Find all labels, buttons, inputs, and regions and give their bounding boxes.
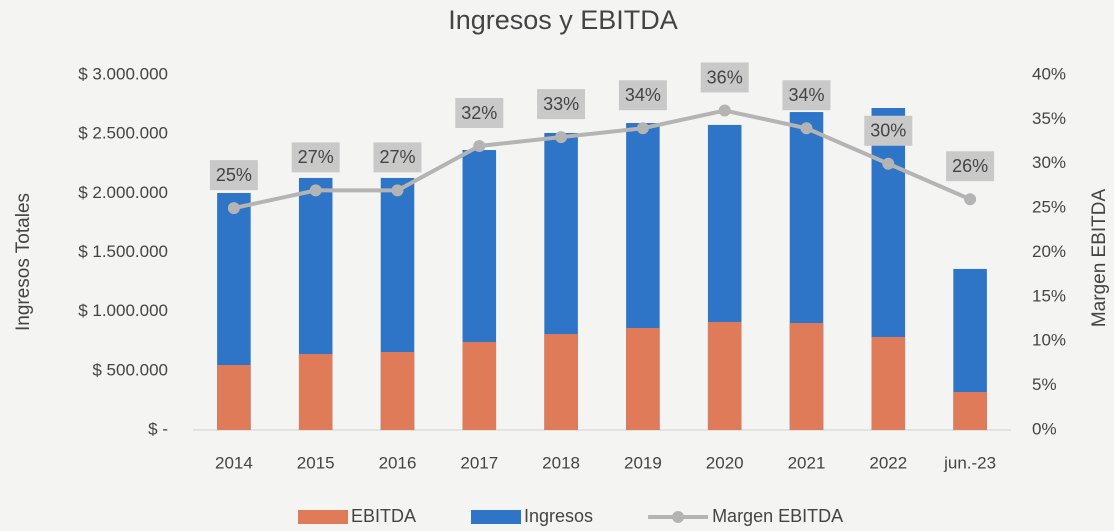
y2-axis-title: Margen EBITDA: [1089, 189, 1110, 328]
value-label-box: [782, 80, 831, 111]
x-tick-label: jun.-23: [943, 453, 996, 472]
y2-tick-label: 10%: [1032, 331, 1066, 350]
y-tick-label: $ 1.000.000: [78, 301, 168, 320]
value-label: 27%: [379, 147, 415, 167]
value-label: 36%: [707, 67, 743, 87]
legend-swatch: [471, 510, 522, 524]
value-label: 32%: [461, 103, 497, 123]
y-axis-title: Ingresos Totales: [13, 193, 34, 331]
line-point: [964, 193, 977, 206]
bar: [789, 323, 824, 430]
y2-tick-label: 15%: [1032, 286, 1066, 305]
bar: [544, 334, 578, 430]
y2-tick-label: 5%: [1032, 375, 1057, 394]
legend-swatch-point: [672, 511, 685, 523]
bar: [871, 336, 906, 430]
value-label: 27%: [298, 147, 334, 167]
y2-tick-label: 30%: [1032, 153, 1066, 172]
x-tick-label: 2021: [788, 453, 826, 472]
value-label-box: [618, 80, 667, 111]
value-label-box: [946, 151, 995, 182]
x-tick-label: 2016: [379, 453, 417, 472]
line: [233, 108, 971, 211]
x-tick-label: 2017: [460, 453, 498, 472]
y-tick-label: $ 3.000.000: [78, 64, 168, 83]
x-tick-label: 2020: [706, 453, 744, 472]
value-label: 26%: [952, 156, 988, 176]
legend-label: Ingresos: [524, 506, 593, 526]
y-tick-label: $ 2.500.000: [78, 124, 168, 143]
line-point: [718, 104, 731, 117]
y2-tick-label: 40%: [1032, 64, 1066, 83]
value-label-box: [700, 62, 749, 93]
y-tick-label: $ 500.000: [92, 360, 168, 379]
x-tick-label: 2014: [215, 453, 253, 472]
y2-tick-label: 25%: [1032, 198, 1066, 217]
value-label: 34%: [625, 85, 661, 105]
line-point: [882, 157, 895, 170]
bar: [380, 352, 415, 430]
line-point: [555, 131, 568, 144]
y-tick-label: $ 1.500.000: [78, 242, 168, 261]
line-point: [227, 202, 240, 215]
x-tick-label: 2018: [542, 453, 580, 472]
bar: [462, 341, 497, 430]
bar: [217, 365, 251, 430]
value-label-box: [291, 142, 340, 173]
legend-swatch: [298, 510, 348, 524]
value-label-box: [864, 115, 913, 146]
chart-title: Ingresos y EBITDA: [448, 5, 678, 35]
value-label-box: [455, 98, 504, 128]
x-tick-label: 2015: [297, 453, 335, 472]
x-tick-label: 2022: [869, 453, 907, 472]
value-label: 33%: [543, 94, 579, 114]
y2-tick-label: 20%: [1032, 242, 1066, 261]
value-label-box: [537, 89, 586, 120]
line-point: [473, 140, 486, 152]
y-tick-label: $ 2.000.000: [78, 183, 168, 202]
legend-label: EBITDA: [351, 506, 416, 526]
bar: [626, 327, 660, 430]
value-label-box: [209, 160, 258, 191]
x-tick-label: 2019: [624, 453, 662, 472]
bar: [298, 354, 333, 430]
line-point: [636, 122, 649, 135]
y-tick-label: $ -: [148, 419, 168, 438]
value-label: 25%: [216, 165, 252, 185]
y2-tick-label: 35%: [1032, 109, 1066, 128]
line-point: [800, 122, 813, 135]
bar: [707, 321, 742, 430]
bar: [953, 392, 987, 430]
value-label: 34%: [788, 85, 824, 105]
value-label-box: [373, 142, 422, 173]
line-point: [309, 184, 322, 197]
value-label: 30%: [870, 121, 906, 141]
y2-tick-label: 0%: [1032, 419, 1057, 438]
line-point: [391, 184, 404, 197]
legend-label: Margen EBITDA: [712, 506, 843, 526]
